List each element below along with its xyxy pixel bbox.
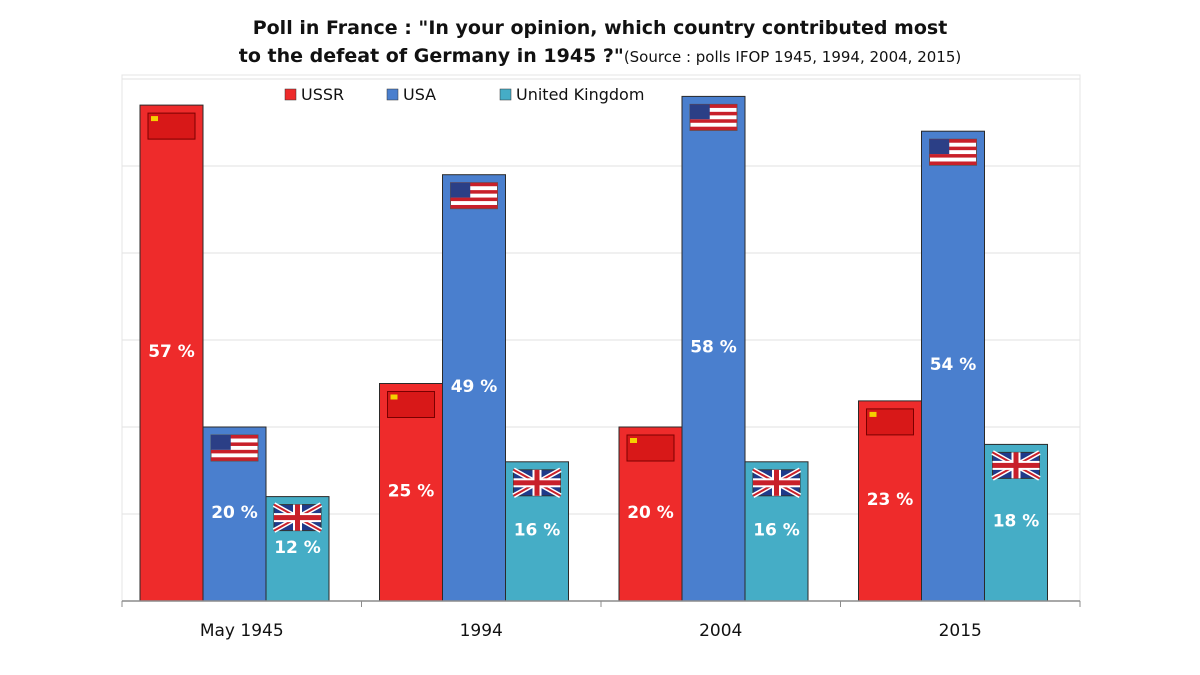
title-line-1: Poll in France : "In your opinion, which… xyxy=(252,17,948,39)
usa-flag-stripe xyxy=(690,126,737,131)
bars: 57 % 20 % 12 % 25 % 49 % 16 % 20 % 58 % 16 % 23 %… xyxy=(139,95,1048,602)
usa-flag-stripe xyxy=(690,111,737,116)
usa-flag-stripe xyxy=(211,442,258,446)
uk-flag-icon xyxy=(991,450,1041,481)
usa-flag-stripe xyxy=(211,457,258,461)
usa-flag-icon xyxy=(689,103,738,131)
title-line-2: to the defeat of Germany in 1945 ?"(Sour… xyxy=(120,42,1080,71)
uk-flag-cross-red xyxy=(753,480,800,486)
data-label: 18 % xyxy=(993,512,1040,532)
bar-ussr xyxy=(379,383,443,602)
usa-flag-stripe xyxy=(690,104,737,108)
usa-flag-icon xyxy=(210,434,259,462)
data-label: 23 % xyxy=(867,490,914,510)
title-line-2-text: to the defeat of Germany in 1945 ?" xyxy=(238,45,624,67)
bar-usa xyxy=(921,130,985,602)
data-label: 16 % xyxy=(753,520,800,540)
usa-flag-stripe xyxy=(690,119,737,123)
usa-flag-stripe xyxy=(450,182,498,187)
uk-flag-cross-red xyxy=(274,515,321,521)
legend-label: United Kingdom xyxy=(516,85,644,104)
usa-flag-canton xyxy=(450,182,471,198)
legend: USSR USA United Kingdom xyxy=(284,85,644,104)
ussr-flag-icon xyxy=(626,434,675,462)
data-label: 58 % xyxy=(690,338,737,358)
ussr-flag-field xyxy=(866,408,914,436)
legend-swatch xyxy=(499,88,512,101)
usa-flag-canton xyxy=(211,435,231,450)
usa-flag-stripe xyxy=(929,146,977,151)
bar-ussr xyxy=(139,104,204,602)
data-label: 20 % xyxy=(627,503,674,523)
usa-flag-canton xyxy=(690,104,710,120)
uk-flag-icon xyxy=(512,467,562,498)
source-note: (Source : polls IFOP 1945, 1994, 2004, 2… xyxy=(623,48,962,66)
data-label: 57 % xyxy=(148,342,195,362)
legend-swatch xyxy=(386,88,399,101)
data-label: 16 % xyxy=(514,520,561,540)
usa-flag-icon xyxy=(450,182,498,210)
usa-flag-stripe xyxy=(211,449,258,454)
usa-flag-stripe xyxy=(211,435,258,439)
usa-flag-stripe xyxy=(929,139,977,143)
uk-flag-cross-red xyxy=(513,480,561,486)
data-label: 49 % xyxy=(451,377,498,397)
x-tick-label: 2015 xyxy=(939,621,982,641)
x-tick-label: May 1945 xyxy=(200,621,284,641)
uk-flag-cross-red xyxy=(992,462,1040,468)
uk-flag-icon xyxy=(751,467,802,498)
usa-flag-stripe xyxy=(450,204,498,209)
usa-flag-stripe xyxy=(929,161,977,166)
ussr-flag-icon xyxy=(387,391,435,418)
bar-usa xyxy=(442,174,506,602)
x-axis: May 1945 1994 2004 2015 xyxy=(121,600,1081,641)
x-tick-label: 1994 xyxy=(460,621,503,641)
usa-flag-stripe xyxy=(929,154,977,158)
legend-label: USSR xyxy=(301,85,344,104)
ussr-flag-icon xyxy=(866,408,914,436)
ussr-flag-icon xyxy=(147,112,196,140)
x-tick-label: 2004 xyxy=(699,621,742,641)
hammer-sickle-emblem xyxy=(390,394,398,400)
usa-flag-icon xyxy=(929,138,977,166)
chart-title: Poll in France : "In your opinion, which… xyxy=(120,14,1080,71)
hammer-sickle-emblem xyxy=(869,411,877,417)
hammer-sickle-emblem xyxy=(630,438,637,443)
usa-flag-canton xyxy=(929,139,950,155)
data-label: 25 % xyxy=(388,481,435,501)
data-label: 12 % xyxy=(274,538,321,558)
legend-label: USA xyxy=(403,85,436,104)
data-label: 20 % xyxy=(211,503,258,523)
hammer-sickle-emblem xyxy=(151,116,158,122)
data-label: 54 % xyxy=(930,355,977,375)
usa-flag-stripe xyxy=(450,190,498,194)
legend-swatch xyxy=(284,88,297,101)
uk-flag-icon xyxy=(272,502,323,533)
usa-flag-stripe xyxy=(450,197,498,202)
